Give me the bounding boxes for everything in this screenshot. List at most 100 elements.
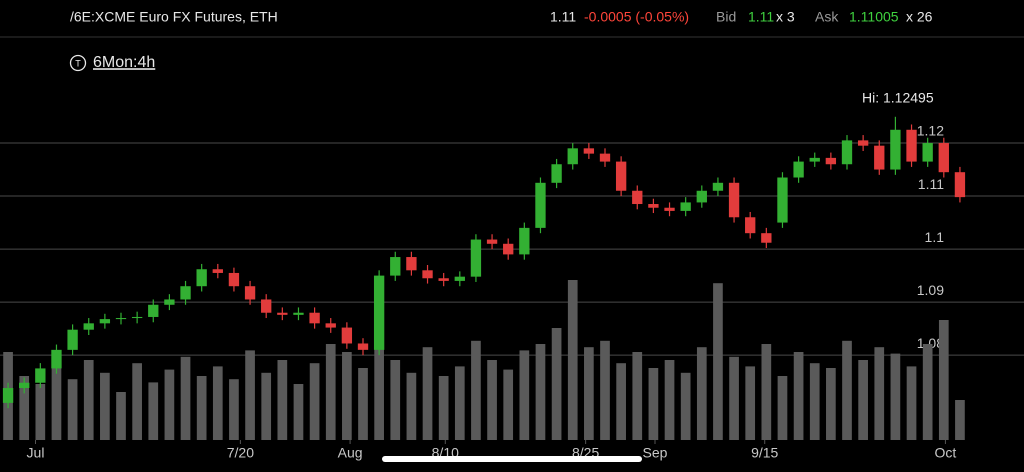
volume-bar — [35, 384, 46, 440]
volume-bar — [83, 360, 94, 440]
y-tick-label: 1.11 — [918, 176, 944, 192]
bid-size: x 3 — [776, 9, 795, 25]
candle-body — [406, 257, 417, 271]
ask-label: Ask — [815, 9, 839, 25]
candle-body — [551, 164, 562, 183]
x-tick-label: Aug — [338, 445, 363, 461]
volume-bar — [858, 360, 868, 440]
candle-body — [180, 286, 191, 300]
candle-body — [938, 143, 949, 173]
high-annotation: Hi: 1.12495 — [862, 90, 934, 106]
volume-bar — [664, 360, 675, 440]
candle-body — [680, 202, 691, 211]
y-tick-label: 1.09 — [917, 282, 944, 298]
candle-body — [503, 243, 514, 255]
timeframe-icon-glyph: T — [75, 58, 81, 68]
bid-price: 1.11 — [748, 9, 774, 25]
volume-bar — [874, 347, 885, 440]
candle-body — [809, 157, 820, 162]
x-tick-label: Oct — [935, 445, 957, 461]
candle-body — [583, 148, 595, 154]
candle-body — [131, 316, 143, 319]
volume-bar — [696, 347, 707, 440]
volume-bar — [277, 360, 288, 440]
ask-price: 1.11005 — [849, 9, 899, 25]
symbol: /6E:XCME Euro FX Futures, ETH — [70, 9, 278, 25]
x-tick-label: Jul — [27, 445, 45, 461]
timeframe-icon[interactable] — [69, 54, 87, 72]
volume-bar — [616, 363, 626, 440]
volume-bar — [100, 372, 110, 440]
home-indicator — [382, 456, 642, 462]
volume-bar — [229, 379, 239, 440]
candle-body — [293, 312, 304, 315]
volume-bar — [826, 368, 836, 440]
volume-bar — [309, 363, 320, 440]
candle-body — [890, 129, 901, 170]
volume-bar — [422, 347, 433, 440]
candle-body — [567, 148, 578, 165]
candle-body — [164, 299, 175, 305]
candle-body — [325, 323, 336, 328]
volume-bar — [261, 372, 272, 440]
volume-bar — [374, 308, 384, 440]
volume-bar — [809, 363, 820, 440]
volume-bar — [342, 352, 352, 440]
candle-body — [83, 323, 94, 330]
volume-bar — [584, 347, 594, 440]
candle-body — [954, 172, 966, 198]
volume-bar — [471, 340, 481, 440]
timeframe[interactable]: 6Mon:4h — [93, 54, 155, 71]
candle-body — [67, 329, 78, 350]
volume-bar — [955, 400, 965, 440]
last-price: 1.11 — [550, 9, 576, 25]
volume-bar — [890, 353, 901, 440]
candle-body — [922, 143, 933, 162]
volume-bar — [922, 344, 933, 440]
volume-bar — [729, 356, 739, 440]
candle-body — [599, 153, 611, 162]
volume-bar — [438, 376, 449, 440]
volume-bar — [293, 384, 304, 440]
candle-body — [664, 207, 675, 211]
volume-bar — [51, 368, 62, 440]
y-tick-label: 1.1 — [925, 229, 945, 245]
candle-body — [35, 368, 46, 383]
candle-body — [309, 312, 320, 324]
candle-body — [357, 343, 369, 350]
x-tick-label: 9/15 — [751, 445, 778, 461]
volume-bar — [196, 376, 207, 440]
candle-body — [51, 349, 62, 369]
volume-bar — [793, 352, 804, 440]
candle-body — [874, 145, 885, 170]
candle-body — [390, 257, 401, 276]
candle-body — [793, 161, 804, 178]
volume-bar — [519, 350, 530, 440]
ask-size: x 26 — [906, 9, 933, 25]
candle-body — [261, 299, 272, 313]
volume-bar — [132, 363, 142, 440]
x-tick-label: Sep — [643, 445, 668, 461]
volume-bar — [503, 369, 514, 440]
x-tick-label: 7/20 — [227, 445, 254, 461]
volume-bar — [713, 283, 723, 440]
volume-bar — [842, 340, 852, 440]
candle-body — [857, 140, 869, 146]
candle-body — [486, 239, 498, 244]
volume-bar — [535, 344, 546, 440]
volume-bar — [938, 320, 949, 440]
candle-body — [519, 227, 530, 255]
candle-body — [277, 312, 288, 315]
volume-bar — [680, 372, 691, 440]
volume-bar — [745, 366, 756, 440]
candle-body — [825, 157, 837, 165]
candle-body — [99, 319, 111, 324]
volume-bar — [761, 344, 772, 440]
candle-body — [341, 327, 353, 344]
candle-body — [115, 318, 127, 320]
candle-body — [728, 182, 740, 218]
volume-bar — [358, 368, 368, 440]
volume-bar — [19, 376, 30, 440]
candle-body — [212, 269, 223, 273]
